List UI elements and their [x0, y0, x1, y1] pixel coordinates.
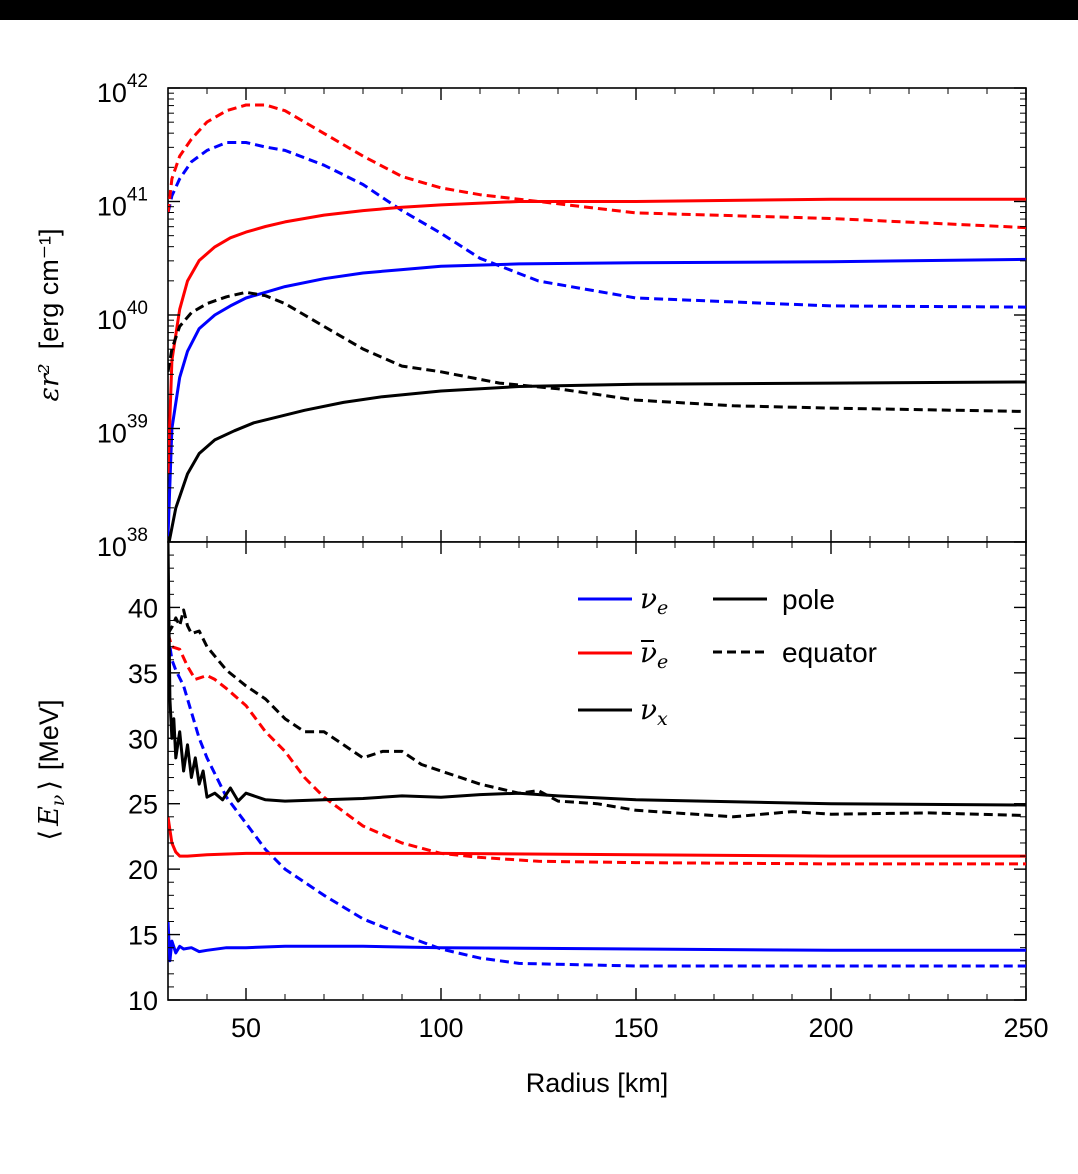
- legend-label-pole: pole: [782, 584, 835, 615]
- bottom-y-tick-label: 25: [128, 790, 158, 820]
- legend: νe νe νx pole equator: [578, 582, 877, 730]
- x-tick-label: 150: [613, 1013, 658, 1043]
- x-tick-label: 250: [1003, 1013, 1048, 1043]
- bottom-line-nubar-e-pole: [168, 816, 1026, 858]
- tick-labels: 50 100 150 200 250 1038 1039 1040 1041 1042 10 15 20…: [97, 71, 1049, 1043]
- bottom-line-nu-e-equator: [168, 633, 1026, 968]
- top-line-nubar-e-equator: [168, 103, 1026, 230]
- top-line-nu-x-equator: [168, 290, 1026, 413]
- top-line-nu-x-pole: [168, 380, 1026, 542]
- legend-label-nubar-e: νe: [640, 636, 668, 673]
- x-tick-label: 200: [808, 1013, 853, 1043]
- legend-label-equator: equator: [782, 637, 877, 668]
- x-axis-title: Radius [km]: [526, 1068, 669, 1098]
- top-line-nu-e-pole: [168, 257, 1026, 537]
- bottom-line-nu-e-pole: [168, 921, 1026, 963]
- bottom-ylabel-right-bracket: ⟩: [34, 780, 64, 791]
- bottom-y-tick-label: 35: [128, 659, 158, 689]
- bottom-line-nubar-e-equator: [168, 633, 1026, 866]
- top-line-nubar-e-pole: [168, 197, 1026, 474]
- x-tick-label: 100: [418, 1013, 463, 1043]
- bottom-y-tick-label: 10: [128, 986, 158, 1016]
- bottom-y-tick-label: 40: [128, 593, 158, 623]
- bottom-panel-frame: [167, 541, 1027, 1001]
- bottom-y-tick-label: 30: [128, 724, 158, 754]
- top-y-tick-label: 1039: [97, 412, 148, 449]
- top-y-tick-label: 1042: [97, 71, 148, 108]
- x-tick-label: 50: [231, 1013, 261, 1043]
- top-y-tick-label: 1040: [97, 298, 148, 335]
- top-dark-band: [0, 0, 1078, 20]
- bottom-ylabel-unit: [MeV]: [34, 700, 64, 771]
- top-y-axis-title: εr² [erg cm⁻¹]: [34, 229, 65, 402]
- top-y-tick-label: 1041: [97, 185, 148, 222]
- bottom-line-nu-x-equator: [168, 608, 1026, 819]
- bottom-series-group: [168, 542, 1026, 968]
- legend-label-nu-x: νx: [640, 693, 668, 730]
- bottom-y-tick-label: 15: [128, 921, 158, 951]
- top-ylabel-symbol: εr²: [34, 363, 65, 401]
- bottom-ylabel-left-bracket: ⟨: [34, 830, 64, 841]
- bottom-line-nu-x-pole: [168, 542, 1026, 807]
- bottom-y-axis-title: ⟨ Eν ⟩ [MeV]: [34, 700, 69, 841]
- bottom-ylabel-subscript: ν: [47, 794, 69, 806]
- bottom-ylabel-symbol: E: [34, 806, 65, 827]
- top-ylabel-unit: [erg cm⁻¹]: [34, 229, 64, 350]
- top-y-tick-label: 1038: [97, 525, 148, 562]
- tick-marks: [168, 87, 1027, 1001]
- top-series-group: [168, 103, 1026, 542]
- legend-label-nu-e: νe: [640, 582, 668, 619]
- bottom-y-tick-label: 20: [128, 855, 158, 885]
